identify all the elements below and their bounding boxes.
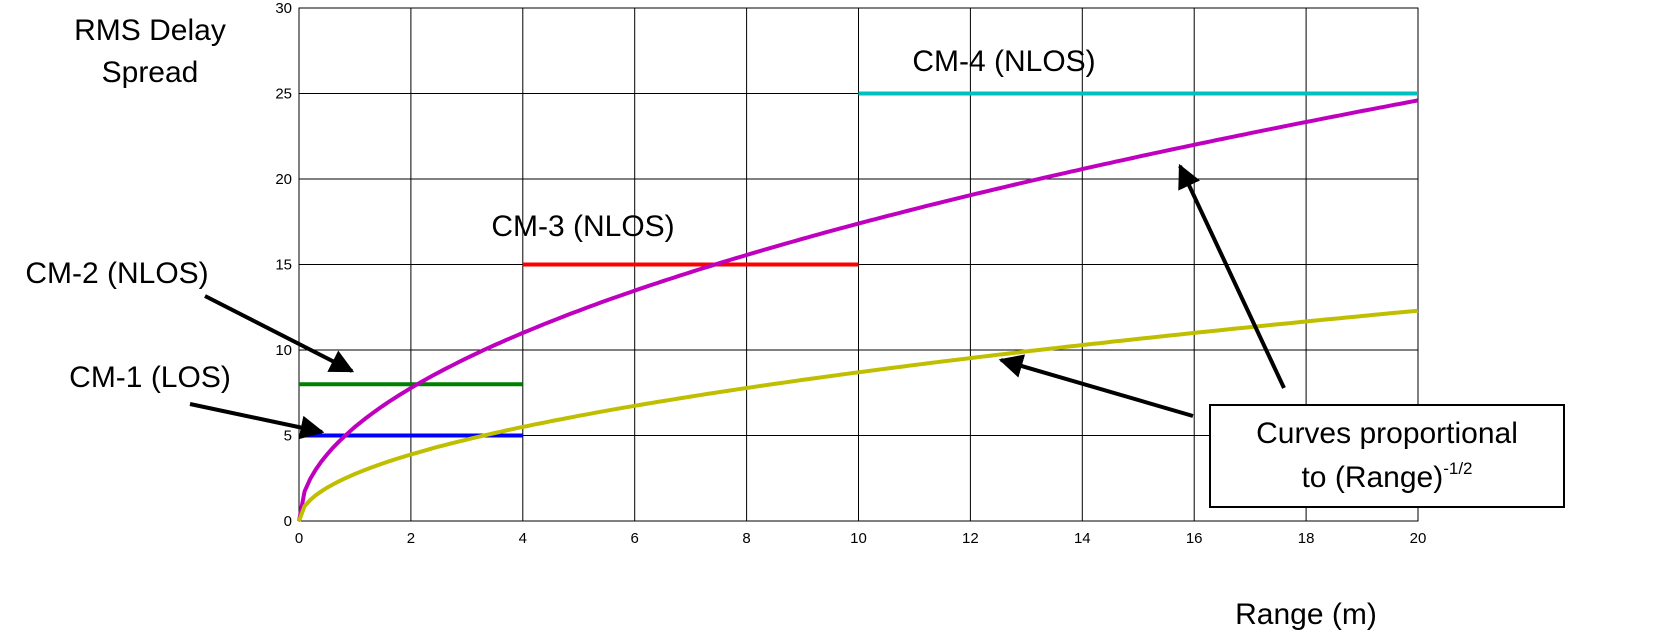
note-line1: Curves proportional (1256, 417, 1518, 450)
x-tick-label: 4 (519, 530, 527, 547)
y-tick-label: 10 (275, 342, 292, 359)
cm4-label: CM-4 (NLOS) (912, 45, 1095, 78)
curve-2 (297, 308, 1419, 522)
note-line2-text: to (Range) (1301, 461, 1444, 494)
y-tick-label: 30 (275, 0, 292, 17)
arrow-upper-curve (1178, 163, 1286, 389)
arrow-cm1 (189, 402, 325, 440)
x-tick-label: 18 (1298, 530, 1315, 547)
x-tick-label: 12 (962, 530, 979, 547)
y-tick-label: 15 (275, 257, 292, 274)
plot-frame (298, 7, 1419, 522)
cm1-label: CM-1 (LOS) (69, 361, 231, 394)
x-tick-labels: 0 2 4 6 8 10 12 14 16 18 20 (295, 530, 1427, 547)
x-tick-label: 8 (742, 530, 750, 547)
note-exponent: -1/2 (1443, 459, 1473, 478)
y-tick-label: 20 (275, 171, 292, 188)
y-axis-label-line1: RMS Delay (74, 14, 226, 47)
x-tick-label: 2 (407, 530, 415, 547)
y-tick-label: 0 (284, 513, 292, 530)
y-tick-labels: 0 5 10 15 20 25 30 (275, 0, 292, 530)
x-tick-label: 20 (1410, 530, 1427, 547)
x-axis-label: Range (m) (1235, 598, 1377, 631)
note-line2: to (Range)-1/2 (1211, 456, 1563, 500)
curves-note-box: Curves proportional to (Range)-1/2 (1209, 404, 1565, 508)
curve-1 (297, 98, 1419, 522)
x-tick-label: 6 (631, 530, 639, 547)
arrow-cm2 (204, 294, 355, 373)
sqrt-curves (297, 98, 1419, 522)
y-tick-label: 25 (275, 86, 292, 103)
y-axis-label-line2: Spread (102, 56, 199, 89)
cm2-label: CM-2 (NLOS) (25, 257, 208, 290)
cm3-label: CM-3 (NLOS) (491, 210, 674, 243)
arrow-lower-curve (998, 354, 1194, 418)
x-tick-label: 10 (850, 530, 867, 547)
y-tick-label: 5 (284, 428, 292, 445)
x-tick-label: 16 (1186, 530, 1203, 547)
x-tick-label: 0 (295, 530, 303, 547)
annotation-arrows (189, 163, 1286, 440)
x-tick-label: 14 (1074, 530, 1091, 547)
